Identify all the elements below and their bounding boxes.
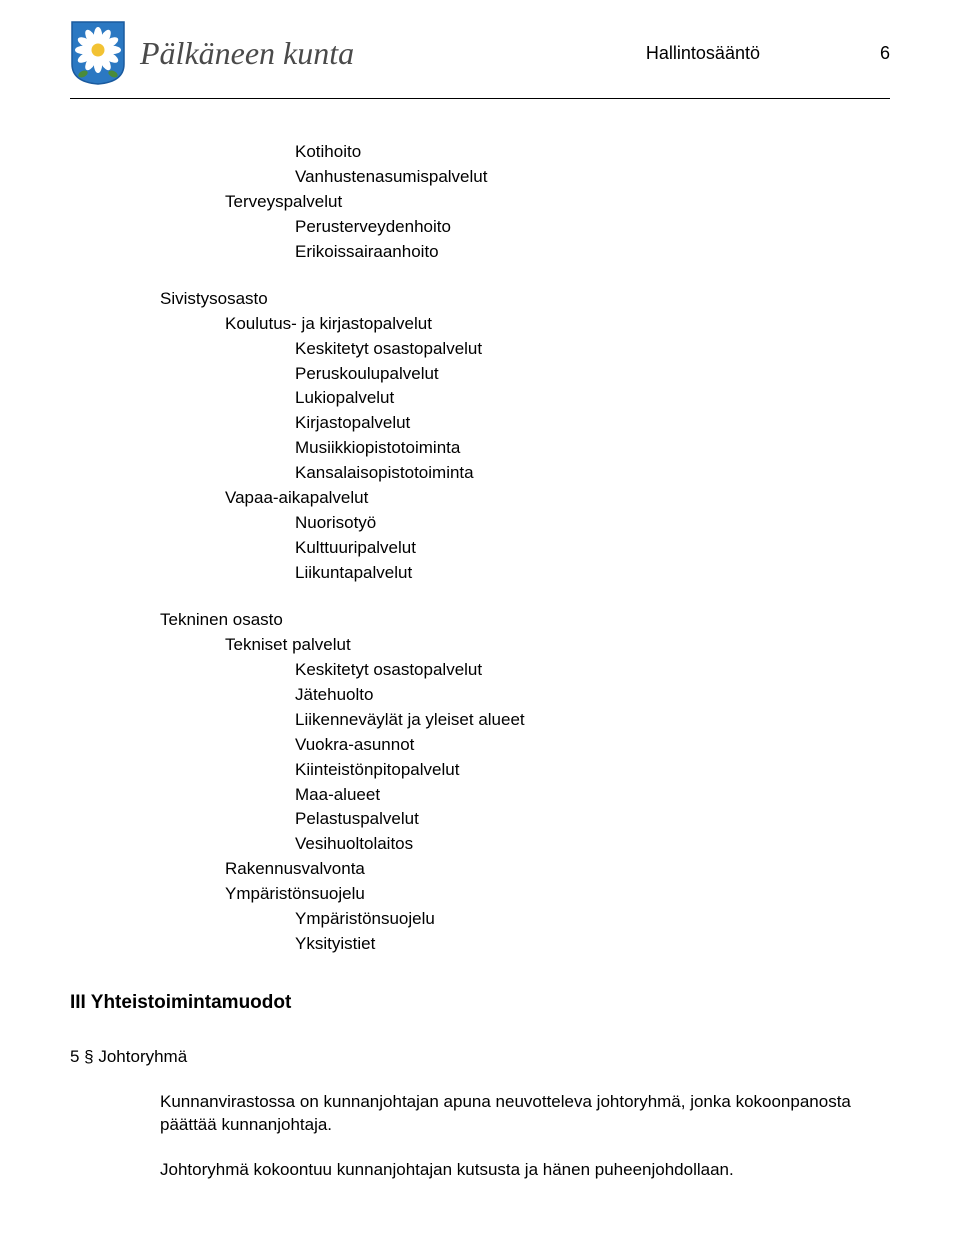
- list-item: Liikenneväylät ja yleiset alueet: [70, 709, 890, 732]
- list-item: Pelastuspalvelut: [70, 808, 890, 831]
- list-item: Vapaa-aikapalvelut: [70, 487, 890, 510]
- header-left: Pälkäneen kunta: [70, 20, 354, 86]
- section-heading: III Yhteistoimintamuodot: [70, 990, 890, 1016]
- list-item: Musiikkiopistotoiminta: [70, 437, 890, 460]
- list-item: Yksityistiet: [70, 933, 890, 956]
- list-item: Rakennusvalvonta: [70, 858, 890, 881]
- list-item: Kansalaisopistotoiminta: [70, 462, 890, 485]
- document-title: Hallintosääntö: [646, 43, 760, 64]
- list-item: Jätehuolto: [70, 684, 890, 707]
- list-item: Kirjastopalvelut: [70, 412, 890, 435]
- header-right: Hallintosääntö 6: [646, 43, 890, 64]
- list-item: Tekninen osasto: [70, 609, 890, 632]
- list-item: Nuorisotyö: [70, 512, 890, 535]
- document-body: Kotihoito Vanhustenasumispalvelut Tervey…: [70, 141, 890, 1181]
- list-item: Peruskoulupalvelut: [70, 363, 890, 386]
- list-item: Keskitetyt osastopalvelut: [70, 659, 890, 682]
- organization-name: Pälkäneen kunta: [140, 35, 354, 72]
- list-item: Ympäristönsuojelu: [70, 908, 890, 931]
- municipality-logo-icon: [70, 20, 126, 86]
- page-header: Pälkäneen kunta Hallintosääntö 6: [70, 20, 890, 94]
- list-item: Perusterveydenhoito: [70, 216, 890, 239]
- header-divider: [70, 98, 890, 99]
- list-item: Sivistysosasto: [70, 288, 890, 311]
- list-item: Koulutus- ja kirjastopalvelut: [70, 313, 890, 336]
- page-number: 6: [880, 43, 890, 64]
- subsection-heading: 5 § Johtoryhmä: [70, 1046, 890, 1069]
- list-item: Ympäristönsuojelu: [70, 883, 890, 906]
- list-item: Terveyspalvelut: [70, 191, 890, 214]
- list-item: Kulttuuripalvelut: [70, 537, 890, 560]
- paragraph: Kunnanvirastossa on kunnanjohtajan apuna…: [70, 1091, 890, 1137]
- list-item: Vesihuoltolaitos: [70, 833, 890, 856]
- list-item: Kiinteistönpitopalvelut: [70, 759, 890, 782]
- list-item: Lukiopalvelut: [70, 387, 890, 410]
- paragraph: Johtoryhmä kokoontuu kunnanjohtajan kuts…: [70, 1159, 890, 1182]
- list-item: Vuokra-asunnot: [70, 734, 890, 757]
- list-item: Erikoissairaanhoito: [70, 241, 890, 264]
- list-item: Keskitetyt osastopalvelut: [70, 338, 890, 361]
- list-item: Tekniset palvelut: [70, 634, 890, 657]
- list-item: Kotihoito: [70, 141, 890, 164]
- page-container: Pälkäneen kunta Hallintosääntö 6 Kotihoi…: [0, 0, 960, 1243]
- list-item: Maa-alueet: [70, 784, 890, 807]
- list-item: Vanhustenasumispalvelut: [70, 166, 890, 189]
- list-item: Liikuntapalvelut: [70, 562, 890, 585]
